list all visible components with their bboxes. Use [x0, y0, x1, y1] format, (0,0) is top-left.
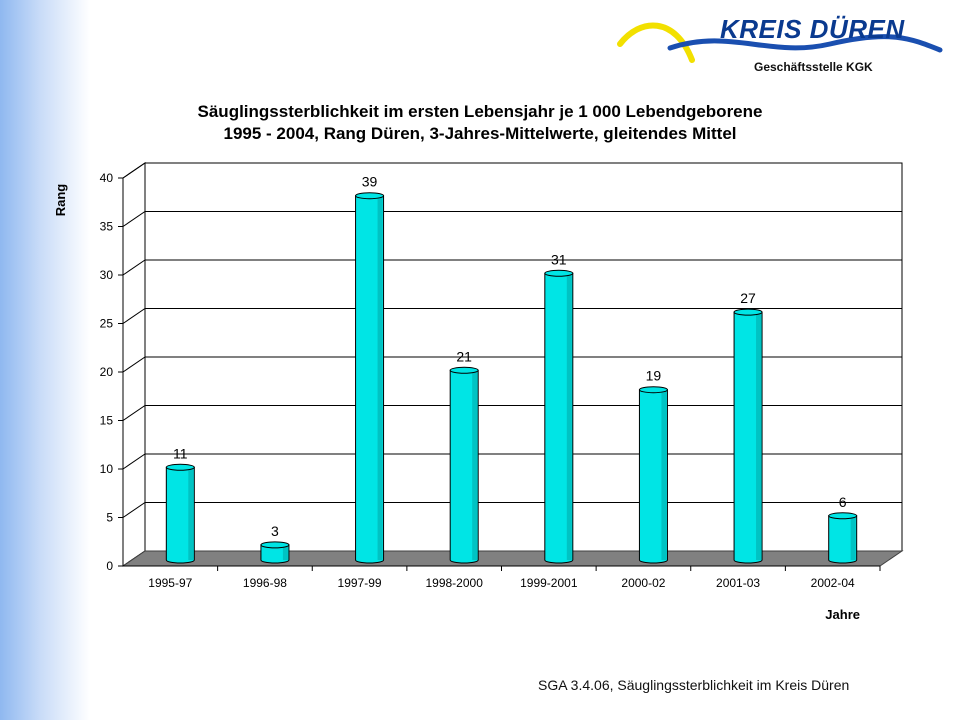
data-label: 6: [839, 494, 847, 510]
bar-top: [638, 386, 668, 394]
y-tick-label: 0: [106, 559, 113, 573]
header-subtitle: Geschäftsstelle KGK: [754, 60, 873, 74]
bar-top: [165, 463, 195, 471]
bar-shade: [566, 273, 572, 560]
x-axis-title: Jahre: [825, 607, 860, 622]
chart-floor: [121, 550, 904, 567]
bar-top: [260, 541, 290, 549]
data-label: 19: [646, 368, 662, 384]
logo: KREIS DÜREN Geschäftsstelle KGK: [600, 10, 950, 90]
bar-top: [355, 192, 385, 200]
x-tick-label: 1996-98: [243, 576, 287, 590]
bar-1999-2001: [544, 272, 574, 564]
data-label: 31: [551, 251, 567, 267]
bar-shade: [472, 370, 478, 560]
y-tick-label: 40: [100, 171, 114, 185]
gridline: [122, 356, 902, 373]
bar-shade: [188, 467, 194, 560]
data-label: 39: [362, 174, 378, 190]
x-tick-label: 2000-02: [621, 576, 665, 590]
y-tick-label: 30: [100, 268, 114, 282]
bar-top: [828, 512, 858, 520]
gridline: [122, 259, 902, 276]
y-tick-label: 5: [106, 511, 113, 525]
bar-1997-99: [355, 195, 385, 564]
chart-title-line1: Säuglingssterblichkeit im ersten Lebensj…: [197, 102, 763, 121]
y-tick-label: 25: [100, 317, 114, 331]
bar-1996-98: [260, 544, 290, 564]
x-tick-label: 1997-99: [338, 576, 382, 590]
y-axis-title: Rang: [53, 184, 68, 217]
data-label: 3: [271, 523, 279, 539]
gridline: [122, 308, 902, 324]
bar-shade: [282, 544, 288, 560]
x-tick-label: 1999-2001: [520, 576, 578, 590]
chart-title: Säuglingssterblichkeit im ersten Lebensj…: [100, 101, 860, 145]
data-label: 11: [173, 445, 188, 461]
bar-2000-02: [638, 389, 668, 564]
bar-shade: [661, 389, 667, 560]
x-tick-label: 1995-97: [148, 576, 192, 590]
bar-shade: [756, 312, 762, 560]
gridline: [122, 211, 902, 227]
x-tick-label: 2002-04: [811, 576, 855, 590]
bar-2002-04: [828, 515, 858, 564]
data-label: 27: [740, 290, 756, 306]
bar-shade: [377, 195, 383, 560]
x-tick-label: 2001-03: [716, 576, 760, 590]
gridline: [122, 162, 902, 179]
bar-top: [733, 308, 763, 316]
logo-swoosh-icon: [617, 22, 943, 63]
bar-shade: [850, 515, 856, 560]
y-tick-label: 15: [100, 414, 114, 428]
side-gradient: [0, 0, 90, 720]
y-tick-label: 35: [100, 220, 114, 234]
bar-top: [449, 366, 479, 374]
x-tick-label: 1998-2000: [425, 576, 483, 590]
y-tick-label: 10: [100, 462, 114, 476]
bar-1995-97: [165, 466, 195, 564]
y-tick-label: 20: [100, 365, 114, 379]
logo-text: KREIS DÜREN: [720, 14, 905, 44]
chart-title-line2: 1995 - 2004, Rang Düren, 3-Jahres-Mittel…: [223, 124, 737, 143]
footer-caption: SGA 3.4.06, Säuglingssterblichkeit im Kr…: [538, 677, 850, 693]
bar-top: [544, 269, 574, 277]
bar-1998-2000: [449, 369, 479, 564]
data-label: 21: [456, 348, 472, 364]
bar-2001-03: [733, 311, 763, 564]
